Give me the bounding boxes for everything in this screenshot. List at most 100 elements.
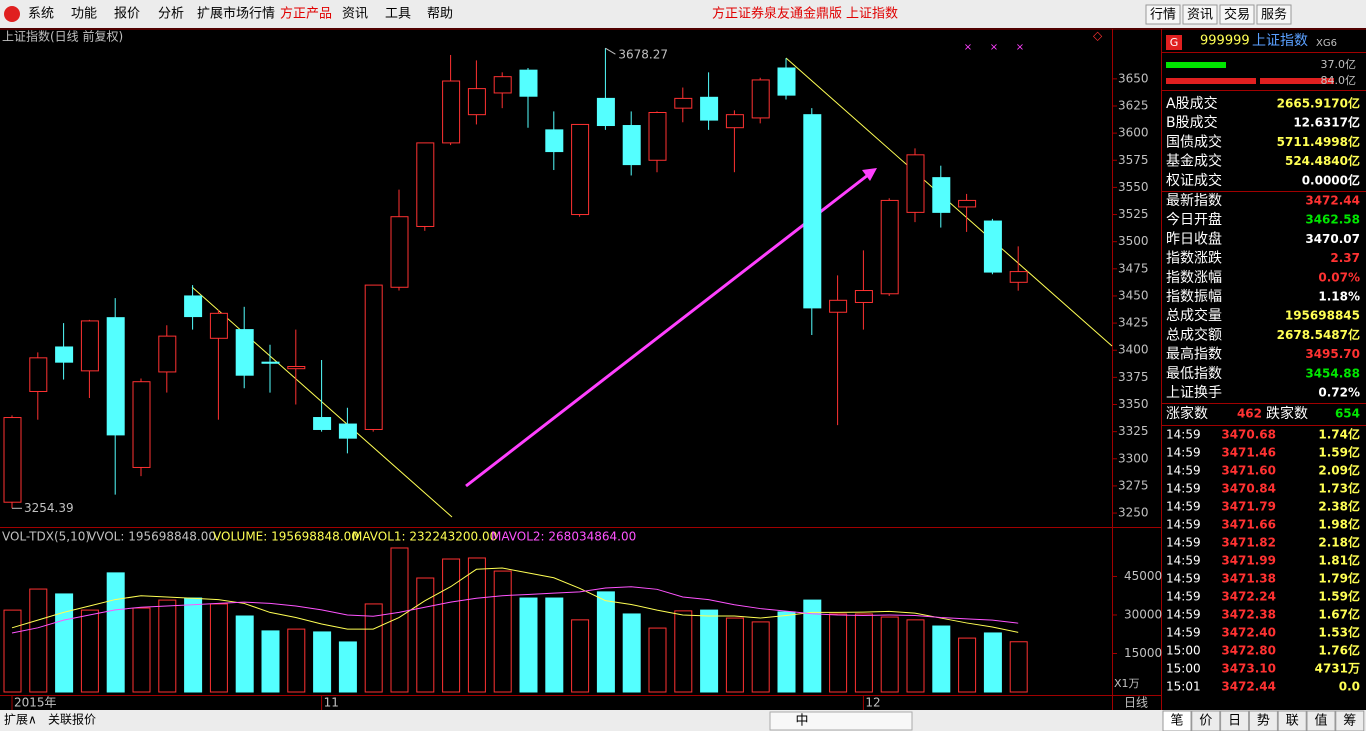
stat-label: 总成交额: [1166, 326, 1222, 343]
stat-label: 指数涨跌: [1166, 251, 1222, 267]
volume-bar: [493, 570, 512, 693]
menu-item[interactable]: 工具: [385, 7, 411, 22]
menu-button[interactable]: [1145, 4, 1181, 25]
menu-item[interactable]: 报价: [114, 7, 140, 22]
stat-value: 5711.4998亿: [1277, 134, 1360, 149]
tab-label[interactable]: 势: [1257, 713, 1270, 729]
menu-item[interactable]: 方正产品: [280, 6, 332, 22]
y-tick-label: 3575: [1118, 153, 1149, 167]
menu-button[interactable]: [1182, 4, 1218, 25]
candle-body: [1009, 271, 1028, 283]
status-bar: [0, 710, 1366, 731]
x-tick-label: 11: [324, 696, 339, 710]
tick-price: 3472.40: [1221, 626, 1276, 640]
marker: ◇: [1093, 29, 1103, 43]
marker: ×: [990, 42, 998, 53]
tick-volume: 2.09亿: [1318, 463, 1360, 478]
y-tick-label: 3600: [1118, 126, 1149, 140]
tab-label[interactable]: 价: [1199, 714, 1212, 729]
y-tick-label: 3625: [1118, 98, 1149, 112]
tab-label[interactable]: 联: [1286, 714, 1299, 729]
volume-bar: [287, 628, 306, 693]
candle-body: [545, 129, 564, 153]
tab[interactable]: [1335, 710, 1365, 731]
status-item[interactable]: 关联报价: [48, 712, 96, 727]
menu-item[interactable]: 分析: [158, 7, 184, 22]
menu-item[interactable]: 系统: [28, 7, 54, 22]
menu-item[interactable]: 扩展市场行情: [197, 6, 275, 22]
tab-label[interactable]: 笔: [1170, 713, 1183, 729]
tick-time: 14:59: [1166, 446, 1201, 460]
y-tick-label: 3325: [1118, 424, 1149, 438]
ma-line: [11, 586, 1019, 634]
candle-body: [777, 67, 796, 96]
stat-value: 524.4840亿: [1285, 153, 1360, 168]
volume-bar: [313, 631, 332, 693]
y-tick-label: 3425: [1118, 316, 1149, 330]
menu-title: 上证指数: [846, 7, 898, 22]
tick-volume: 1.59亿: [1318, 445, 1360, 460]
candle-body: [313, 417, 332, 430]
tab-label[interactable]: 值: [1314, 713, 1327, 729]
tick-volume: 1.98亿: [1318, 517, 1360, 532]
menu-item[interactable]: 帮助: [427, 7, 453, 22]
chart-bg: [0, 28, 1366, 710]
tick-price: 3471.82: [1221, 536, 1276, 550]
y-tick-label: 3525: [1118, 207, 1149, 221]
candle-body: [906, 154, 925, 213]
tab[interactable]: [1248, 710, 1278, 731]
volume-bar: [777, 611, 796, 693]
menu-button-label[interactable]: 行情: [1150, 8, 1176, 23]
candle-body: [700, 96, 719, 121]
menu-button[interactable]: [1219, 4, 1255, 25]
menu-item[interactable]: 功能: [71, 7, 97, 22]
menu-item[interactable]: 资讯: [342, 7, 368, 22]
volume-legend: VOLUME: 195698848.00: [213, 530, 359, 544]
status-item[interactable]: 扩展∧: [4, 713, 37, 727]
volume-bar: [519, 597, 538, 693]
tick-volume: 4731万: [1315, 662, 1360, 676]
volume-bar: [3, 609, 22, 693]
candle-body: [338, 423, 357, 439]
stock-name: 上证指数: [1252, 33, 1308, 49]
stat-value: 3470.07: [1305, 232, 1360, 246]
tab[interactable]: [1162, 710, 1192, 731]
volume-bar: [725, 617, 744, 693]
bar-buy: [1166, 62, 1226, 68]
tab-label[interactable]: 筹: [1343, 713, 1356, 729]
tab[interactable]: [1220, 710, 1250, 731]
candle-body: [648, 112, 667, 161]
candle-body: [55, 346, 74, 363]
volume-bar: [854, 613, 873, 693]
tab[interactable]: [1277, 710, 1307, 731]
menu-button-label[interactable]: 服务: [1261, 7, 1287, 23]
high-label: 3678.27: [618, 48, 668, 62]
candle-body: [29, 357, 48, 392]
tick-volume: 1.67亿: [1318, 607, 1360, 622]
tab[interactable]: [1306, 710, 1336, 731]
stat-value: 0.0000亿: [1302, 172, 1360, 187]
volume-bar: [932, 625, 951, 693]
volume-bar: [880, 616, 899, 693]
tab-label[interactable]: 日: [1228, 714, 1241, 729]
tab[interactable]: [1191, 710, 1221, 731]
volume-bar: [338, 641, 357, 693]
stat-value: 3462.58: [1305, 213, 1360, 227]
toolbar-item[interactable]: 中: [795, 714, 808, 729]
menu-button-label[interactable]: 交易: [1224, 7, 1250, 23]
volume-bar: [106, 572, 125, 693]
period-label: 日线: [1124, 696, 1148, 710]
stat-label: A股成交: [1166, 95, 1218, 112]
menu-button-label[interactable]: 资讯: [1187, 8, 1213, 23]
tick-time: 14:59: [1166, 428, 1201, 442]
marker: ×: [1016, 42, 1024, 53]
toolbar[interactable]: [769, 711, 913, 731]
arrow-head: [862, 168, 877, 181]
stat-value: 0.72%: [1318, 386, 1360, 400]
menu-button[interactable]: [1256, 4, 1292, 25]
stat-label: B股成交: [1166, 114, 1218, 131]
candle-body: [80, 320, 99, 372]
tick-price: 3470.68: [1221, 428, 1276, 442]
tick-time: 14:59: [1166, 482, 1201, 496]
